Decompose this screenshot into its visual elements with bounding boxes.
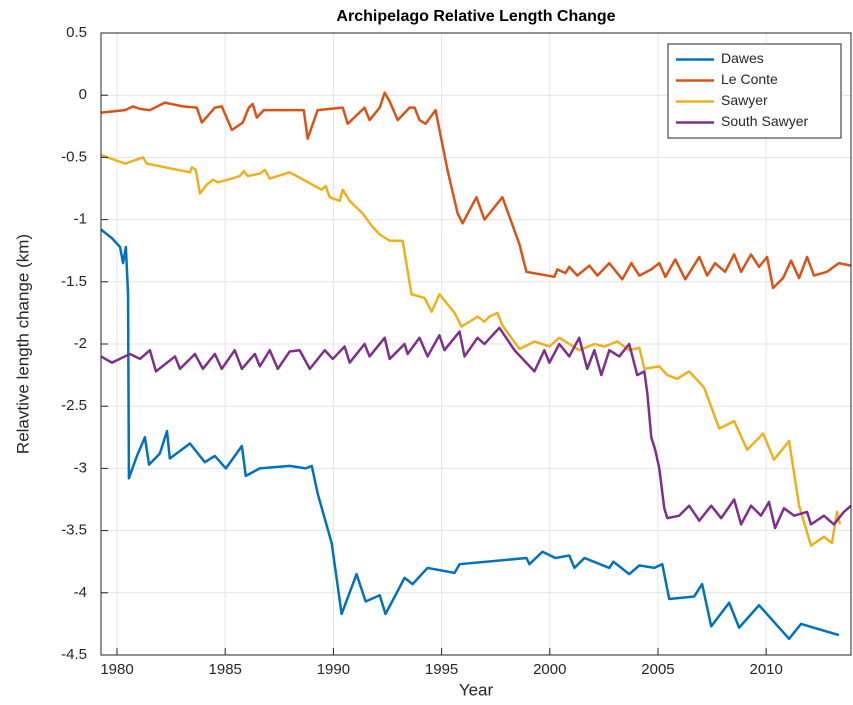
- x-tick-label: 2005: [641, 661, 674, 678]
- series-line: [100, 91, 852, 290]
- y-tick-label: -4: [74, 584, 87, 601]
- lines: [100, 91, 852, 641]
- y-tick-label: -2.5: [61, 397, 87, 414]
- legend: Dawes Le Conte Sawyer South Sawyer: [667, 43, 842, 139]
- y-tick-label: 0.5: [66, 24, 87, 41]
- legend-entry: Sawyer: [721, 92, 768, 108]
- ticks: 1980 1985 1990 1995 2000 2005 2010 -4.5 -4 -3.5 -3…: [61, 24, 783, 678]
- chart-title: Archipelago Relative Length Change: [336, 8, 615, 25]
- y-tick-label: -3.5: [61, 522, 87, 539]
- y-axis-label: Relavtive length change (km): [13, 234, 32, 454]
- legend-entry: Dawes: [721, 50, 764, 66]
- x-tick-label: 1985: [209, 661, 242, 678]
- y-tick-label: -2: [74, 335, 87, 352]
- y-tick-label: -1: [74, 211, 87, 228]
- series-line: [100, 228, 840, 641]
- legend-entry: Le Conte: [721, 71, 778, 87]
- y-tick-label: 0: [79, 86, 87, 103]
- x-tick-label: 1990: [317, 661, 350, 678]
- y-tick-label: -0.5: [61, 148, 87, 165]
- series-line: [100, 153, 842, 547]
- x-tick-label: 1995: [425, 661, 458, 678]
- y-tick-label: -3: [74, 459, 87, 476]
- x-tick-label: 2000: [533, 661, 566, 678]
- x-tick-label: 2010: [749, 661, 782, 678]
- legend-entry: South Sawyer: [721, 113, 808, 129]
- x-tick-label: 1980: [100, 661, 133, 678]
- y-tick-label: -4.5: [61, 646, 87, 663]
- series-line: [100, 326, 852, 530]
- x-axis-label: Year: [459, 680, 494, 699]
- y-tick-label: -1.5: [61, 273, 87, 290]
